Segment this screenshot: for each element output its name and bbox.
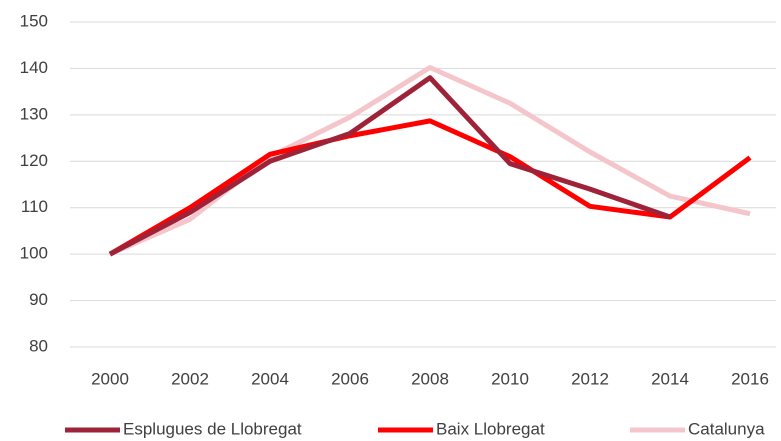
y-tick-label: 110 bbox=[21, 197, 48, 216]
y-tick-label: 80 bbox=[29, 336, 48, 355]
x-tick-label: 2012 bbox=[571, 369, 609, 388]
x-tick-label: 2010 bbox=[491, 369, 529, 388]
y-tick-label: 150 bbox=[20, 11, 48, 30]
series-line bbox=[108, 75, 671, 257]
x-tick-label: 2004 bbox=[251, 369, 289, 388]
y-tick-label: 140 bbox=[20, 58, 48, 77]
series-line bbox=[108, 118, 752, 257]
x-tick-label: 2008 bbox=[411, 369, 449, 388]
y-tick-label: 120 bbox=[20, 151, 48, 170]
y-tick-label: 100 bbox=[20, 244, 48, 263]
y-tick-label: 130 bbox=[20, 104, 48, 123]
series-line bbox=[109, 65, 751, 257]
legend-label: Catalunya bbox=[688, 419, 765, 438]
legend-label: Esplugues de Llobregat bbox=[123, 419, 302, 438]
x-tick-label: 2006 bbox=[331, 369, 369, 388]
x-tick-label: 2014 bbox=[651, 369, 689, 388]
x-tick-label: 2016 bbox=[731, 369, 769, 388]
y-tick-label: 90 bbox=[29, 290, 48, 309]
x-tick-label: 2000 bbox=[91, 369, 129, 388]
x-tick-label: 2002 bbox=[171, 369, 209, 388]
legend-label: Baix Llobregat bbox=[436, 419, 545, 438]
